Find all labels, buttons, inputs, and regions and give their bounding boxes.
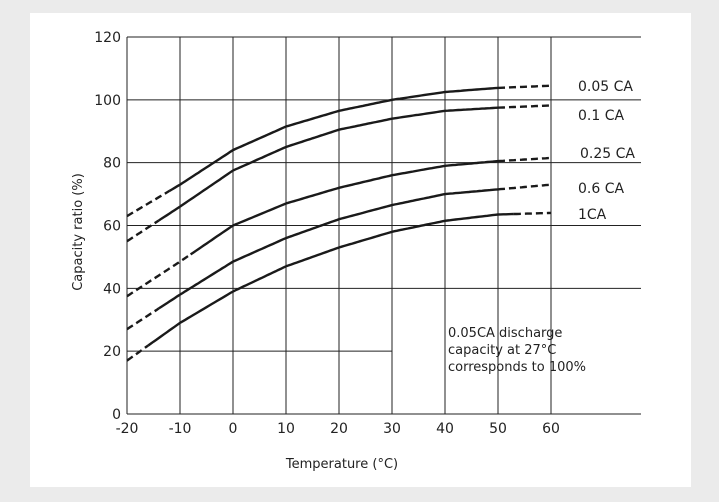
series-label-0-1-ca: 0.1 CA bbox=[578, 108, 624, 124]
y-tick-label: 20 bbox=[103, 344, 121, 360]
x-tick-label: 50 bbox=[489, 421, 507, 437]
series-line-0-05-ca-dashed-left bbox=[126, 189, 171, 218]
series-label-0-05-ca: 0.05 CA bbox=[578, 79, 633, 95]
y-tick-label: 0 bbox=[112, 407, 121, 423]
series-line-0-6-ca bbox=[158, 188, 499, 310]
series-line-0-25-ca-dashed-right bbox=[497, 156, 552, 163]
y-tick-label: 120 bbox=[94, 30, 121, 46]
series-lines bbox=[126, 84, 552, 362]
series-line-0-25-ca-dashed-left bbox=[126, 253, 192, 298]
series-line-0-05-ca-dashed-right bbox=[497, 84, 552, 90]
x-tick-label: 60 bbox=[542, 421, 560, 437]
series-line-0-6-ca-dashed-right bbox=[497, 183, 552, 191]
y-tick-labels: 0 20 40 60 80 100 120 bbox=[94, 30, 121, 423]
x-tick-labels: -20 -10 0 10 20 30 40 50 60 bbox=[116, 421, 560, 437]
series-line-1ca-dashed-right bbox=[513, 211, 552, 216]
series-line-0-05-ca bbox=[168, 86, 499, 192]
series-labels: 0.05 CA 0.1 CA 0.25 CA 0.6 CA 1CA bbox=[578, 79, 635, 223]
chart-panel: 0.05 CA 0.1 CA 0.25 CA 0.6 CA 1CA -20 -10 0 10 2… bbox=[30, 13, 691, 487]
y-tick-label: 100 bbox=[94, 93, 121, 109]
annotation-note: 0.05CA discharge capacity at 27°C correspo… bbox=[448, 326, 586, 375]
x-tick-label: 40 bbox=[436, 421, 454, 437]
annotation-line: 0.05CA discharge bbox=[448, 326, 562, 341]
y-tick-label: 80 bbox=[103, 156, 121, 172]
series-line-0-1-ca-dashed-right bbox=[497, 104, 552, 109]
series-line-0-6-ca-dashed-left bbox=[126, 307, 160, 331]
series-line-0-1-ca-dashed-left bbox=[126, 219, 160, 243]
x-tick-label: 30 bbox=[383, 421, 401, 437]
series-line-0-1-ca bbox=[158, 106, 499, 222]
capacity-temperature-chart: 0.05 CA 0.1 CA 0.25 CA 0.6 CA 1CA -20 -10 0 10 2… bbox=[71, 30, 641, 472]
series-label-1ca: 1CA bbox=[578, 207, 607, 223]
series-line-1ca bbox=[147, 212, 514, 347]
x-tick-label: 0 bbox=[229, 421, 238, 437]
annotation-line: capacity at 27°C bbox=[448, 343, 556, 358]
series-line-1ca-dashed-left bbox=[126, 344, 149, 362]
x-axis-title: Temperature (°C) bbox=[285, 457, 398, 472]
x-tick-label: 20 bbox=[330, 421, 348, 437]
grid bbox=[126, 36, 641, 415]
annotation-line: corresponds to 100% bbox=[448, 360, 586, 375]
y-axis-title: Capacity ratio (%) bbox=[71, 173, 86, 291]
x-tick-label: -20 bbox=[116, 421, 139, 437]
series-label-0-25-ca: 0.25 CA bbox=[580, 146, 635, 162]
x-tick-label: -10 bbox=[169, 421, 192, 437]
series-label-0-6-ca: 0.6 CA bbox=[578, 181, 624, 197]
y-tick-label: 40 bbox=[103, 281, 121, 297]
x-tick-label: 10 bbox=[277, 421, 295, 437]
series-line-0-25-ca bbox=[189, 159, 499, 256]
y-tick-label: 60 bbox=[103, 219, 121, 235]
